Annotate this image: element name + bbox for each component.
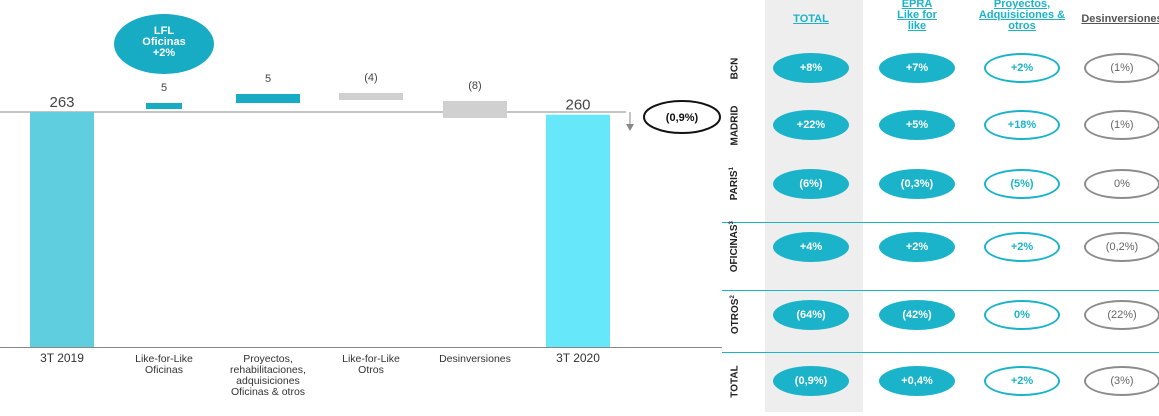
- lfl-callout-line-0: LFL: [154, 25, 174, 37]
- lfl-callout-line-2: +2%: [153, 47, 176, 59]
- data-label-2: 5: [265, 73, 271, 85]
- change-arrow-head: [626, 124, 634, 131]
- cell-paris-3: 0%: [1084, 169, 1159, 199]
- cell-paris-0: (6%): [773, 169, 849, 199]
- column-header-0: TOTAL: [751, 14, 871, 25]
- cell-madrid-0: +22%: [773, 110, 849, 140]
- category-label-3-1: Otros: [358, 364, 384, 376]
- column-header-line: like: [907, 20, 927, 32]
- category-label-2-2: adquisiciones: [236, 375, 300, 387]
- column-header-line: Proyectos,: [993, 0, 1051, 10]
- data-label-3: (4): [364, 72, 377, 84]
- cell-oficinas-0: +4%: [773, 232, 849, 262]
- category-label-1-1: Oficinas: [145, 364, 183, 376]
- category-label-5-0: 3T 2020: [556, 351, 600, 365]
- cell-madrid-1: +5%: [879, 110, 955, 140]
- row-label-name: TOTAL: [729, 364, 741, 398]
- cell-total-1: +0,4%: [879, 366, 955, 396]
- column-header-line: Like for: [897, 9, 937, 21]
- row-label-name: MADRID: [729, 105, 741, 145]
- bar-4: [443, 101, 507, 118]
- row-label-otros: OTROS2: [722, 280, 748, 350]
- row-label-text: BCN: [729, 57, 740, 79]
- category-label-3-0: Like-for-Like: [342, 353, 400, 365]
- cell-oficinas-3: (0,2%): [1084, 232, 1159, 262]
- lfl-callout: [114, 14, 214, 74]
- data-label-1: 5: [161, 82, 167, 94]
- category-label-4-0: Desinversiones: [439, 353, 511, 365]
- row-label-text: OTROS2: [729, 296, 740, 335]
- cell-oficinas-1: +2%: [879, 232, 955, 262]
- row-label-total: TOTAL: [722, 346, 748, 416]
- bar-3: [339, 93, 403, 100]
- row-separator: [722, 222, 1159, 223]
- bar-1: [146, 103, 182, 109]
- column-header-3: Desinversiones: [1062, 14, 1159, 25]
- row-label-text: OFICINAS3: [729, 221, 740, 272]
- row-label-footnote: 3: [729, 221, 736, 225]
- cell-bcn-0: +8%: [773, 53, 849, 83]
- cell-total-2: +2%: [984, 366, 1060, 396]
- category-label-1-0: Like-for-Like: [135, 353, 193, 365]
- change-ellipse: [643, 100, 721, 134]
- column-header-2: Proyectos, Adquisiciones & otros: [962, 0, 1082, 32]
- column-header-line: otros: [1008, 20, 1036, 32]
- cell-bcn-1: +7%: [879, 53, 955, 83]
- cell-otros-1: (42%): [879, 300, 955, 330]
- lfl-callout-line-1: Oficinas: [142, 36, 185, 48]
- row-label-footnote: 2: [729, 295, 736, 299]
- row-label-name: BCN: [729, 57, 741, 79]
- data-label-5: 260: [565, 97, 590, 114]
- category-label-0-0: 3T 2019: [40, 351, 84, 365]
- row-label-name: OFICINAS: [729, 224, 741, 273]
- cell-paris-2: (5%): [984, 169, 1060, 199]
- column-header-1: EPRA Like for like: [857, 0, 977, 32]
- column-header-line: EPRA: [901, 0, 933, 10]
- data-label-0: 263: [49, 94, 74, 111]
- cell-paris-1: (0,3%): [879, 169, 955, 199]
- row-label-text: TOTAL: [730, 365, 741, 397]
- bar-5: [546, 114, 610, 348]
- bar-2: [236, 94, 300, 103]
- column-header-line: TOTAL: [793, 13, 829, 25]
- column-header-line: Desinversiones: [1081, 13, 1159, 25]
- cell-bcn-2: +2%: [984, 53, 1060, 83]
- cell-total-3: (3%): [1084, 366, 1159, 396]
- row-separator: [722, 290, 1159, 291]
- row-separator: [722, 352, 1159, 353]
- cell-bcn-3: (1%): [1084, 53, 1159, 83]
- cell-otros-0: (64%): [773, 300, 849, 330]
- cell-total-0: (0,9%): [773, 366, 849, 396]
- cell-madrid-2: +18%: [984, 110, 1060, 140]
- change-label: (0,9%): [666, 112, 699, 124]
- category-label-2-1: rehabilitaciones,: [230, 364, 306, 376]
- cell-oficinas-2: +2%: [984, 232, 1060, 262]
- cell-madrid-3: (1%): [1084, 110, 1159, 140]
- cell-otros-3: (22%): [1084, 300, 1159, 330]
- row-label-paris: PARIS1: [722, 149, 748, 219]
- bar-0: [30, 112, 94, 347]
- row-label-oficinas: OFICINAS3: [722, 212, 748, 282]
- column-header-line: Adquisiciones &: [978, 9, 1066, 21]
- row-label-text: PARIS1: [729, 167, 740, 200]
- category-label-2-0: Proyectos,: [243, 353, 293, 365]
- data-label-4: (8): [468, 80, 481, 92]
- category-label-2-3: Oficinas & otros: [231, 386, 305, 398]
- cell-otros-2: 0%: [984, 300, 1060, 330]
- row-label-name: PARIS: [729, 170, 741, 201]
- row-label-footnote: 1: [729, 167, 736, 171]
- row-label-name: OTROS: [729, 298, 741, 335]
- row-label-text: MADRID: [730, 105, 741, 145]
